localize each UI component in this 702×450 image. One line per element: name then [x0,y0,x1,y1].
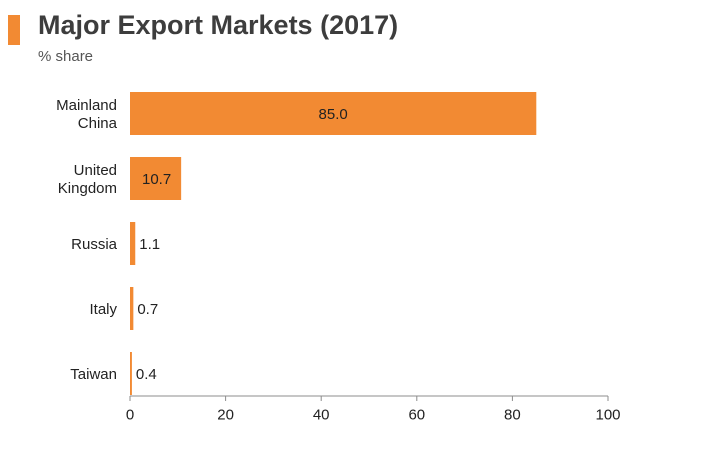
category-label: China [78,115,118,132]
chart-title: Major Export Markets (2017) [38,10,399,40]
data-label: 85.0 [319,106,348,123]
x-tick-label: 40 [313,407,330,424]
bar [130,222,136,265]
data-label: 0.4 [136,366,157,383]
chart-subtitle: % share [38,48,94,65]
title-accent-bar [8,15,20,45]
bar [130,352,132,395]
category-label: Taiwan [70,366,117,383]
data-label: 0.7 [137,301,158,318]
x-tick-label: 100 [595,407,620,424]
data-label: 1.1 [139,236,160,253]
bar [130,287,134,330]
category-label: Italy [89,301,117,318]
category-label: United [74,162,117,179]
x-tick-label: 80 [504,407,521,424]
category-label: Mainland [56,97,117,114]
category-label: Kingdom [58,180,117,197]
category-label: Russia [71,236,118,253]
data-label: 10.7 [142,171,171,188]
bars-group: 85.0 10.7 1.1 0.7 0.4 [130,92,537,395]
x-tick-label: 60 [408,407,425,424]
x-tick-label: 0 [126,407,134,424]
x-axis: 0 20 40 60 80 100 [126,395,621,424]
bar [130,157,182,200]
x-tick-label: 20 [217,407,234,424]
bar [130,92,537,135]
